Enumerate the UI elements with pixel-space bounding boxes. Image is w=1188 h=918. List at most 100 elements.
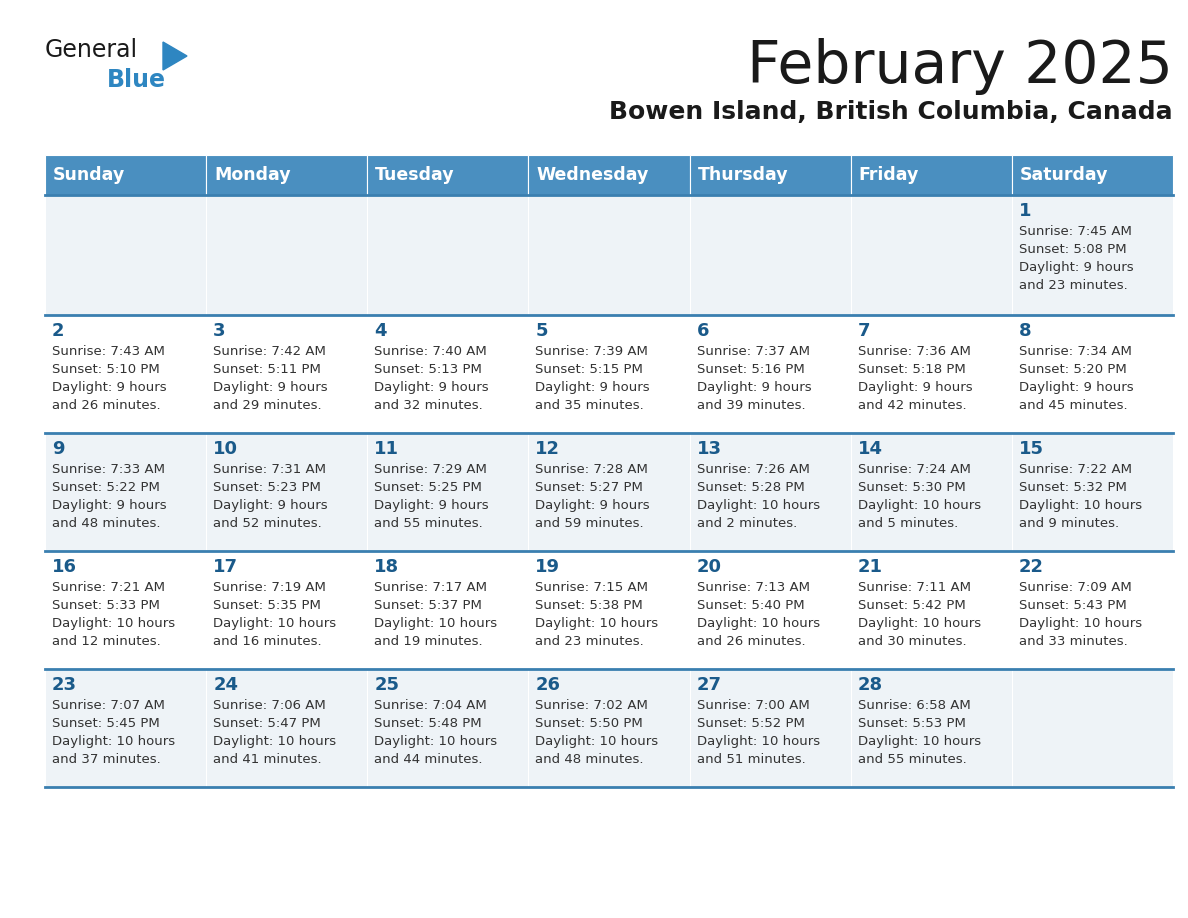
- FancyBboxPatch shape: [45, 551, 207, 669]
- Text: Sunrise: 7:42 AM: Sunrise: 7:42 AM: [213, 345, 326, 358]
- Text: and 52 minutes.: and 52 minutes.: [213, 517, 322, 530]
- Text: and 33 minutes.: and 33 minutes.: [1019, 635, 1127, 648]
- Text: Sunset: 5:35 PM: Sunset: 5:35 PM: [213, 599, 321, 612]
- Text: Sunrise: 7:02 AM: Sunrise: 7:02 AM: [536, 699, 649, 712]
- FancyBboxPatch shape: [689, 155, 851, 195]
- FancyBboxPatch shape: [689, 433, 851, 551]
- Text: Sunset: 5:38 PM: Sunset: 5:38 PM: [536, 599, 643, 612]
- Text: and 26 minutes.: and 26 minutes.: [696, 635, 805, 648]
- Text: 16: 16: [52, 558, 77, 576]
- FancyBboxPatch shape: [851, 433, 1012, 551]
- Text: 7: 7: [858, 322, 871, 340]
- Text: Sunrise: 7:40 AM: Sunrise: 7:40 AM: [374, 345, 487, 358]
- Text: Daylight: 10 hours: Daylight: 10 hours: [52, 735, 175, 748]
- Text: Daylight: 9 hours: Daylight: 9 hours: [213, 499, 328, 512]
- Text: Sunrise: 7:04 AM: Sunrise: 7:04 AM: [374, 699, 487, 712]
- FancyBboxPatch shape: [207, 669, 367, 787]
- FancyBboxPatch shape: [689, 195, 851, 315]
- Text: and 26 minutes.: and 26 minutes.: [52, 399, 160, 412]
- Text: and 44 minutes.: and 44 minutes.: [374, 753, 482, 766]
- Text: Sunrise: 7:26 AM: Sunrise: 7:26 AM: [696, 463, 809, 476]
- Text: Monday: Monday: [214, 166, 291, 184]
- Text: and 41 minutes.: and 41 minutes.: [213, 753, 322, 766]
- FancyBboxPatch shape: [367, 433, 529, 551]
- Text: Sunrise: 7:43 AM: Sunrise: 7:43 AM: [52, 345, 165, 358]
- Text: Sunset: 5:27 PM: Sunset: 5:27 PM: [536, 481, 644, 494]
- Text: Sunset: 5:53 PM: Sunset: 5:53 PM: [858, 717, 966, 730]
- Text: 8: 8: [1019, 322, 1031, 340]
- Text: Sunset: 5:37 PM: Sunset: 5:37 PM: [374, 599, 482, 612]
- FancyBboxPatch shape: [529, 551, 689, 669]
- Text: 3: 3: [213, 322, 226, 340]
- FancyBboxPatch shape: [207, 155, 367, 195]
- Text: Daylight: 10 hours: Daylight: 10 hours: [858, 735, 981, 748]
- Text: Daylight: 10 hours: Daylight: 10 hours: [1019, 617, 1142, 630]
- Text: Sunset: 5:48 PM: Sunset: 5:48 PM: [374, 717, 482, 730]
- Text: Daylight: 10 hours: Daylight: 10 hours: [213, 735, 336, 748]
- Text: Daylight: 10 hours: Daylight: 10 hours: [52, 617, 175, 630]
- FancyBboxPatch shape: [367, 669, 529, 787]
- Text: 19: 19: [536, 558, 561, 576]
- Text: 4: 4: [374, 322, 387, 340]
- Text: Sunrise: 7:36 AM: Sunrise: 7:36 AM: [858, 345, 971, 358]
- Text: 1: 1: [1019, 202, 1031, 220]
- Text: Daylight: 10 hours: Daylight: 10 hours: [536, 617, 658, 630]
- Text: Sunrise: 7:17 AM: Sunrise: 7:17 AM: [374, 581, 487, 594]
- Text: Daylight: 10 hours: Daylight: 10 hours: [696, 499, 820, 512]
- FancyBboxPatch shape: [45, 315, 207, 433]
- Text: Sunset: 5:42 PM: Sunset: 5:42 PM: [858, 599, 966, 612]
- Text: and 37 minutes.: and 37 minutes.: [52, 753, 160, 766]
- Text: Sunrise: 7:11 AM: Sunrise: 7:11 AM: [858, 581, 971, 594]
- Text: Sunrise: 7:34 AM: Sunrise: 7:34 AM: [1019, 345, 1132, 358]
- Text: Sunrise: 7:15 AM: Sunrise: 7:15 AM: [536, 581, 649, 594]
- FancyBboxPatch shape: [1012, 315, 1173, 433]
- Text: Sunset: 5:10 PM: Sunset: 5:10 PM: [52, 363, 159, 376]
- Text: Sunset: 5:16 PM: Sunset: 5:16 PM: [696, 363, 804, 376]
- Text: Sunset: 5:28 PM: Sunset: 5:28 PM: [696, 481, 804, 494]
- Text: Sunrise: 7:33 AM: Sunrise: 7:33 AM: [52, 463, 165, 476]
- Text: 5: 5: [536, 322, 548, 340]
- Text: Daylight: 10 hours: Daylight: 10 hours: [213, 617, 336, 630]
- Text: Sunset: 5:32 PM: Sunset: 5:32 PM: [1019, 481, 1126, 494]
- Text: 24: 24: [213, 676, 238, 694]
- FancyBboxPatch shape: [689, 669, 851, 787]
- Text: Daylight: 9 hours: Daylight: 9 hours: [1019, 261, 1133, 274]
- Polygon shape: [163, 42, 187, 70]
- Text: 17: 17: [213, 558, 238, 576]
- Text: Sunrise: 7:31 AM: Sunrise: 7:31 AM: [213, 463, 327, 476]
- FancyBboxPatch shape: [689, 551, 851, 669]
- Text: 10: 10: [213, 440, 238, 458]
- Text: Bowen Island, British Columbia, Canada: Bowen Island, British Columbia, Canada: [609, 100, 1173, 124]
- Text: Sunrise: 7:00 AM: Sunrise: 7:00 AM: [696, 699, 809, 712]
- Text: 11: 11: [374, 440, 399, 458]
- Text: Daylight: 10 hours: Daylight: 10 hours: [858, 617, 981, 630]
- FancyBboxPatch shape: [529, 195, 689, 315]
- Text: and 30 minutes.: and 30 minutes.: [858, 635, 966, 648]
- FancyBboxPatch shape: [1012, 155, 1173, 195]
- Text: Sunset: 5:11 PM: Sunset: 5:11 PM: [213, 363, 321, 376]
- Text: and 5 minutes.: and 5 minutes.: [858, 517, 958, 530]
- Text: Sunrise: 7:09 AM: Sunrise: 7:09 AM: [1019, 581, 1132, 594]
- Text: Daylight: 10 hours: Daylight: 10 hours: [374, 735, 498, 748]
- Text: Sunday: Sunday: [53, 166, 125, 184]
- Text: Daylight: 9 hours: Daylight: 9 hours: [536, 381, 650, 394]
- Text: Sunset: 5:20 PM: Sunset: 5:20 PM: [1019, 363, 1126, 376]
- Text: Sunrise: 6:58 AM: Sunrise: 6:58 AM: [858, 699, 971, 712]
- Text: Sunset: 5:18 PM: Sunset: 5:18 PM: [858, 363, 966, 376]
- FancyBboxPatch shape: [851, 195, 1012, 315]
- FancyBboxPatch shape: [45, 195, 207, 315]
- Text: Daylight: 10 hours: Daylight: 10 hours: [536, 735, 658, 748]
- Text: Saturday: Saturday: [1019, 166, 1108, 184]
- FancyBboxPatch shape: [367, 551, 529, 669]
- Text: 26: 26: [536, 676, 561, 694]
- Text: and 23 minutes.: and 23 minutes.: [1019, 279, 1127, 292]
- Text: Daylight: 9 hours: Daylight: 9 hours: [374, 381, 489, 394]
- FancyBboxPatch shape: [45, 433, 207, 551]
- Text: Sunset: 5:45 PM: Sunset: 5:45 PM: [52, 717, 159, 730]
- Text: Daylight: 9 hours: Daylight: 9 hours: [1019, 381, 1133, 394]
- Text: 13: 13: [696, 440, 721, 458]
- Text: 21: 21: [858, 558, 883, 576]
- FancyBboxPatch shape: [851, 315, 1012, 433]
- Text: Sunset: 5:13 PM: Sunset: 5:13 PM: [374, 363, 482, 376]
- Text: Sunrise: 7:22 AM: Sunrise: 7:22 AM: [1019, 463, 1132, 476]
